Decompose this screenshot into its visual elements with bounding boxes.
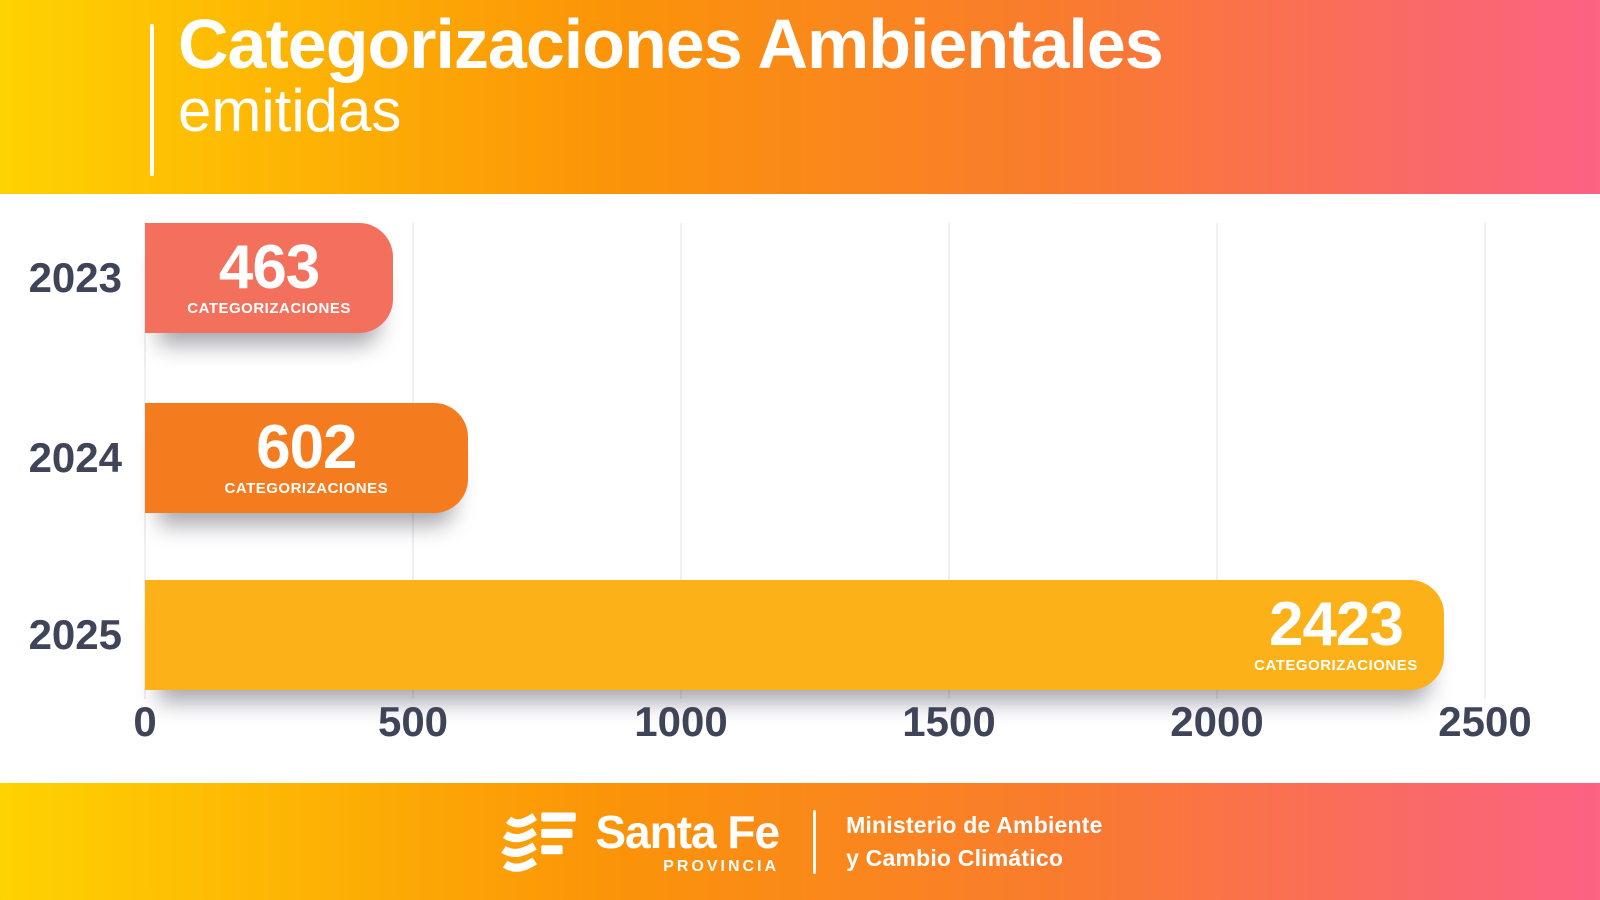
bar-row-2023: 2023 463 CATEGORIZACIONES xyxy=(0,223,1600,333)
bar-value-2025: 2423 xyxy=(1268,589,1404,659)
bar-track: 602 CATEGORIZACIONES xyxy=(145,403,1485,513)
brand-name: Santa Fe xyxy=(595,805,780,858)
x-axis: 0 500 1000 1500 2000 2500 xyxy=(133,698,1531,745)
bar-row-2024: 2024 602 CATEGORIZACIONES xyxy=(0,403,1600,513)
year-label-2024: 2024 xyxy=(28,434,122,481)
footer-content: Santa Fe PROVINCIA Ministerio de Ambient… xyxy=(497,805,1102,879)
ministry-line2: y Cambio Climático xyxy=(846,844,1064,871)
bar-value-2023: 463 xyxy=(218,232,320,302)
bar-value-2024: 602 xyxy=(256,412,357,482)
bar-track: 463 CATEGORIZACIONES xyxy=(145,223,1485,333)
title-block: Categorizaciones Ambientales emitidas xyxy=(178,5,1164,144)
gridline xyxy=(1216,223,1218,699)
bar-row-2025: 2025 2423 CATEGORIZACIONES xyxy=(0,580,1600,690)
brand-subtitle: PROVINCIA xyxy=(663,857,780,875)
year-label-2023: 2023 xyxy=(28,254,122,301)
header-banner: Categorizaciones Ambientales emitidas xyxy=(0,0,1600,194)
x-tick-label: 500 xyxy=(377,698,449,745)
ministry-name: Ministerio de Ambiente y Cambio Climátic… xyxy=(846,809,1103,873)
footer-banner: Santa Fe PROVINCIA Ministerio de Ambient… xyxy=(0,783,1600,900)
x-tick-label: 0 xyxy=(133,698,157,745)
bar-value-block: 602 CATEGORIZACIONES xyxy=(224,412,389,498)
bar-2024: 602 CATEGORIZACIONES xyxy=(145,403,468,513)
gridline xyxy=(680,223,682,699)
footer-divider xyxy=(813,809,817,874)
x-tick-label: 1000 xyxy=(634,698,728,745)
brand-block: Santa Fe PROVINCIA xyxy=(595,805,780,875)
bar-chart: 2023 463 CATEGORIZACIONES 2024 602 CATEG… xyxy=(0,194,1600,783)
ministry-line1: Ministerio de Ambiente xyxy=(846,812,1103,839)
bar-value-block: 463 CATEGORIZACIONES xyxy=(187,232,351,318)
x-tick-label: 2500 xyxy=(1438,698,1532,745)
x-tick-label: 1500 xyxy=(902,698,996,745)
bar-unit-label: CATEGORIZACIONES xyxy=(1254,657,1418,675)
page-subtitle: emitidas xyxy=(178,76,402,144)
page-title: Categorizaciones Ambientales xyxy=(178,5,1164,83)
bar-track: 2423 CATEGORIZACIONES xyxy=(145,580,1485,690)
gridline xyxy=(1484,223,1486,699)
santa-fe-flag-logo-icon xyxy=(501,811,577,872)
x-tick-label: 2000 xyxy=(1170,698,1264,745)
bar-2025: 2423 CATEGORIZACIONES xyxy=(145,580,1444,690)
bar-unit-label: CATEGORIZACIONES xyxy=(187,300,351,318)
bar-unit-label: CATEGORIZACIONES xyxy=(224,480,389,498)
year-label-2025: 2025 xyxy=(28,611,122,658)
bar-2023: 463 CATEGORIZACIONES xyxy=(145,223,394,333)
title-accent-bar xyxy=(150,24,154,176)
gridline xyxy=(948,223,950,699)
bar-value-block: 2423 CATEGORIZACIONES xyxy=(1254,589,1418,675)
